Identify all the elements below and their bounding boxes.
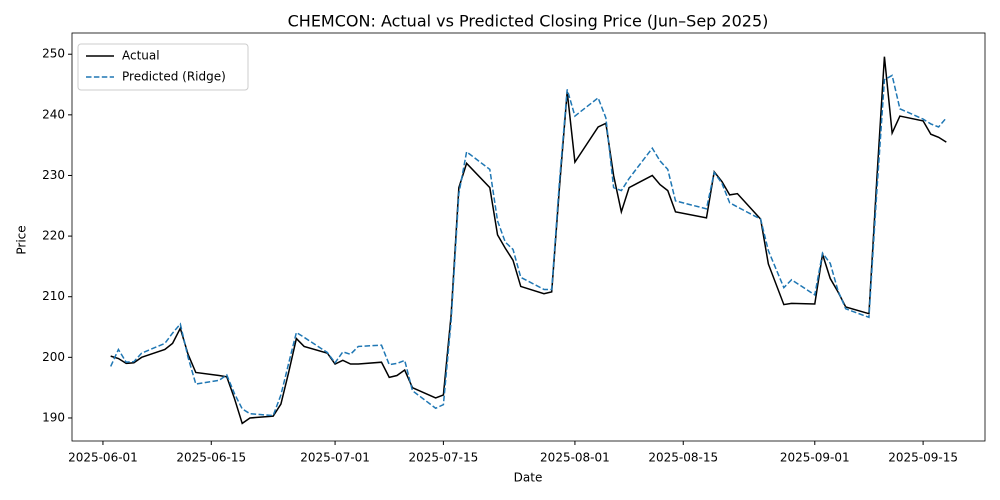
- legend-box: [77, 43, 249, 91]
- y-tick-label: 220: [42, 229, 65, 243]
- x-tick-label: 2025-09-15: [888, 451, 958, 465]
- series-line: [110, 56, 947, 425]
- x-tick-label: 2025-06-01: [68, 451, 138, 465]
- x-tick-label: 2025-09-01: [780, 451, 850, 465]
- y-tick-label: 240: [42, 107, 65, 121]
- chart-title: CHEMCON: Actual vs Predicted Closing Pri…: [288, 12, 769, 31]
- x-tick-label: 2025-08-15: [648, 451, 718, 465]
- legend-label: Actual: [122, 49, 160, 63]
- x-tick-label: 2025-06-15: [176, 451, 246, 465]
- x-tick-label: 2025-07-01: [300, 451, 370, 465]
- series-line: [110, 74, 947, 417]
- x-tick-label: 2025-08-01: [540, 451, 610, 465]
- y-tick-label: 230: [42, 168, 65, 182]
- x-axis-label: Date: [514, 471, 543, 485]
- y-tick-label: 200: [42, 350, 65, 364]
- legend-label: Predicted (Ridge): [122, 70, 226, 84]
- plot-frame: [71, 32, 986, 442]
- y-axis-label: Price: [15, 225, 29, 254]
- y-tick-label: 250: [42, 47, 65, 61]
- y-tick-label: 210: [42, 289, 65, 303]
- x-tick-label: 2025-07-15: [409, 451, 479, 465]
- y-tick-label: 190: [42, 410, 65, 424]
